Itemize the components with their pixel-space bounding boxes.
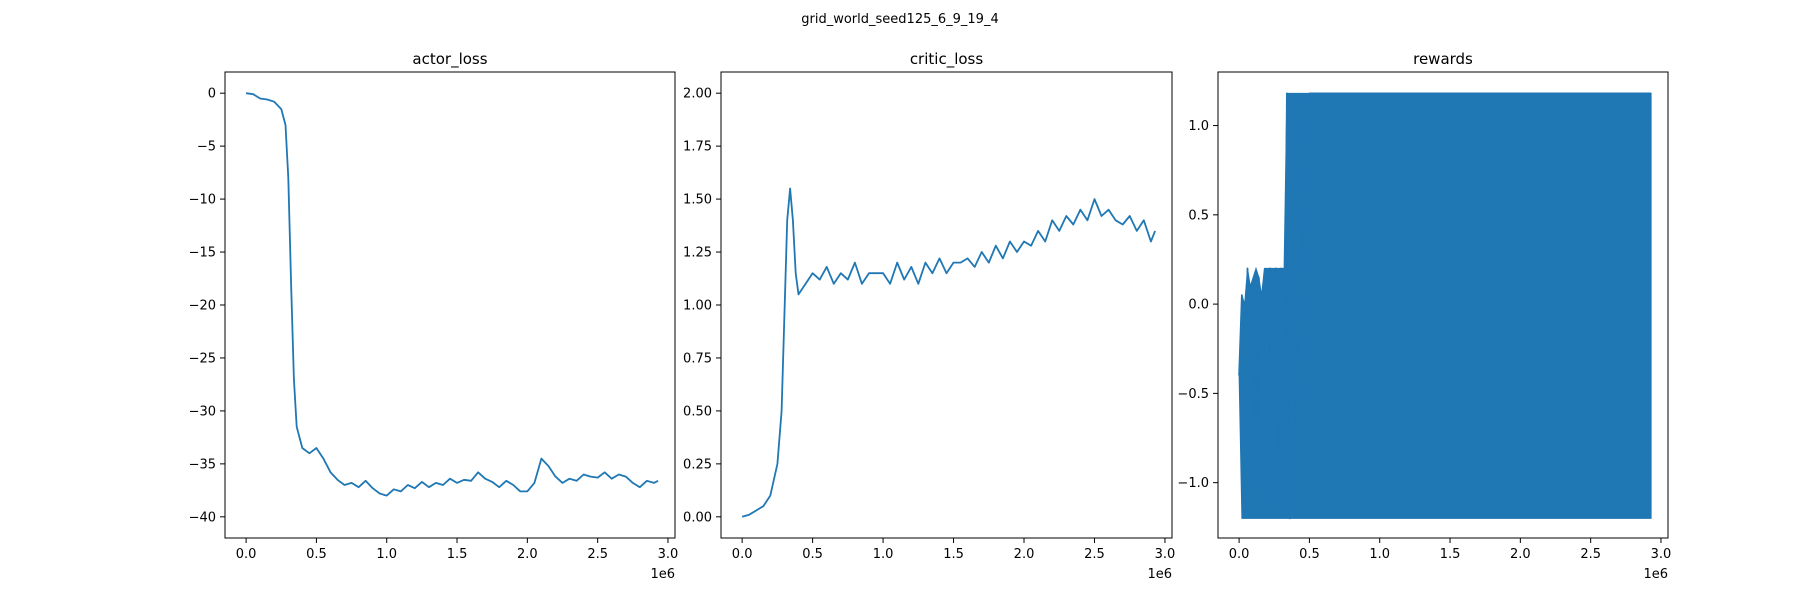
x-tick-label: 0.0: [1229, 547, 1250, 562]
x-tick-label: 1.5: [1440, 547, 1461, 562]
x-tick-label: 2.5: [1084, 547, 1105, 562]
y-tick-label: −35: [189, 457, 216, 472]
x-tick-label: 1.0: [376, 547, 397, 562]
y-tick-label: 0.0: [1188, 298, 1209, 313]
y-tick-label: 0.00: [683, 510, 712, 525]
axes-frame: [1217, 71, 1669, 539]
y-tick-label: −0.5: [1177, 387, 1209, 402]
x-tick-label: 2.5: [587, 547, 608, 562]
x-tick-label: 2.0: [1510, 547, 1531, 562]
y-tick-label: 1.00: [683, 299, 712, 314]
series-band: [1238, 92, 1652, 519]
y-tick-label: 0: [208, 87, 216, 102]
y-tick-label: −25: [189, 351, 216, 366]
x-offset-label: 1e6: [1643, 567, 1668, 582]
x-tick-label: 0.5: [306, 547, 327, 562]
figure-title: grid_world_seed125_6_9_19_4: [801, 12, 998, 27]
x-tick-label: 0.0: [732, 547, 753, 562]
subplot-critic-loss: critic_loss 0.0 0.5 1.0 1.5 2.0 2.5 3.0 1e6 0.00 0…: [683, 50, 1175, 582]
x-tick-label: 3.0: [658, 547, 679, 562]
subplot-actor-loss: actor_loss 0.0 0.5 1.0 1.5 2.0 2.5 3.0 1e6 0 −5 −10…: [189, 50, 679, 582]
series-line: [741, 187, 1156, 518]
x-tick-label: 2.0: [517, 547, 538, 562]
y-tick-label: 1.50: [683, 193, 712, 208]
y-tick-label: 0.25: [683, 457, 712, 472]
y-tick-label: 0.75: [683, 351, 712, 366]
y-tick-label: −10: [189, 193, 216, 208]
subplot-title: critic_loss: [910, 50, 984, 69]
y-tick-label: −20: [189, 299, 216, 314]
x-tick-label: 2.5: [1580, 547, 1601, 562]
y-tick-label: 0.50: [683, 404, 712, 419]
x-tick-label: 3.0: [1651, 547, 1672, 562]
x-tick-label: 1.5: [447, 547, 468, 562]
x-tick-label: 1.0: [1369, 547, 1390, 562]
y-tick-label: −1.0: [1177, 476, 1209, 491]
subplot-rewards: rewards 0.0 0.5 1.0 1.5 2.0 2.5 3.0 1e6 1.0 0.5 0.0…: [1177, 50, 1671, 582]
y-tick-label: −40: [189, 510, 216, 525]
x-tick-label: 2.0: [1014, 547, 1035, 562]
x-tick-label: 0.5: [1299, 547, 1320, 562]
y-tick-label: 2.00: [683, 87, 712, 102]
y-tick-label: 1.75: [683, 140, 712, 155]
x-tick-label: 1.0: [873, 547, 894, 562]
x-tick-label: 3.0: [1155, 547, 1176, 562]
x-tick-label: 0.5: [802, 547, 823, 562]
x-offset-label: 1e6: [1147, 567, 1172, 582]
x-offset-label: 1e6: [650, 567, 675, 582]
y-tick-label: 0.5: [1188, 208, 1209, 223]
x-tick-label: 0.0: [236, 547, 257, 562]
series-line: [245, 92, 659, 497]
y-tick-label: 1.25: [683, 246, 712, 261]
subplot-title: actor_loss: [412, 50, 487, 69]
y-tick-label: −30: [189, 404, 216, 419]
series-line: [1238, 92, 1652, 520]
y-tick-label: 1.0: [1188, 119, 1209, 134]
x-tick-label: 1.5: [943, 547, 964, 562]
y-tick-label: −15: [189, 246, 216, 261]
subplot-title: rewards: [1413, 50, 1473, 68]
y-tick-label: −5: [197, 140, 216, 155]
